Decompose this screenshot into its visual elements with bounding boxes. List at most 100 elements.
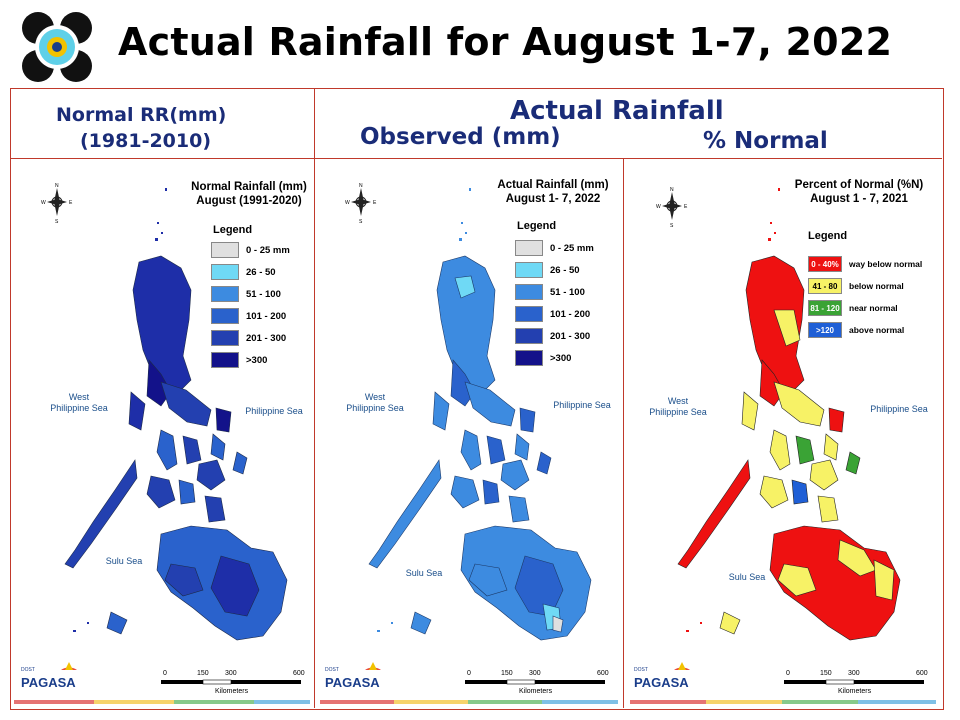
- compass-w: W: [345, 200, 350, 206]
- legend-item: 0 - 25 mm: [211, 242, 290, 258]
- legend-swatch: [211, 330, 239, 346]
- compass-w: W: [656, 204, 661, 210]
- compass-rose-icon: N S W E: [41, 183, 73, 224]
- header-percent-normal: % Normal: [703, 128, 828, 154]
- panel-percent-normal: Percent of Normal (%N) August 1 - 7, 202…: [624, 160, 941, 708]
- pagasa-wordmark: DOST PAGASA: [325, 662, 381, 690]
- scale-tick: 600: [597, 670, 609, 677]
- scale-tick: 300: [529, 670, 541, 677]
- compass-s: S: [670, 223, 674, 228]
- header-observed: Observed (mm): [360, 124, 561, 150]
- legend-item: 0 - 40% way below normal: [808, 256, 922, 272]
- header-actual-rainfall: Actual Rainfall: [510, 96, 724, 126]
- panel-title-line2: August 1- 7, 2022: [505, 193, 601, 205]
- content-frame: [10, 88, 944, 710]
- panel-title-line1: Percent of Normal (%N): [794, 179, 924, 191]
- footer-strip: [254, 700, 310, 704]
- sea-label-sulu: Sulu Sea: [405, 568, 443, 578]
- panel-title-line2: August (1991-2020): [196, 195, 302, 207]
- legend-item: 81 - 120 near normal: [808, 300, 898, 316]
- compass-s: S: [359, 219, 363, 224]
- footer-strip: [320, 700, 394, 704]
- legend-item: 201 - 300: [515, 328, 590, 344]
- scale-tick: 150: [501, 670, 513, 677]
- compass-s: S: [55, 219, 59, 224]
- scale-tick: 150: [820, 670, 832, 677]
- legend-swatch: >120: [808, 322, 842, 338]
- scale-tick: 0: [786, 670, 790, 677]
- column-divider-2: [623, 158, 624, 708]
- legend-title: Legend: [213, 224, 253, 236]
- scale-unit: Kilometers: [215, 688, 249, 695]
- legend-swatch: [211, 286, 239, 302]
- scale-bar: [161, 679, 301, 685]
- sea-label-philippine: Philippine Sea: [870, 404, 928, 414]
- footer-strip: [630, 700, 706, 704]
- sea-label-west: West Philippine Sea: [346, 392, 404, 413]
- legend-item: >120 above normal: [808, 322, 904, 338]
- svg-text:PAGASA: PAGASA: [325, 675, 380, 690]
- compass-w: W: [41, 200, 46, 206]
- footer-strip: [394, 700, 468, 704]
- legend-item: 51 - 100: [515, 284, 585, 300]
- compass-e: E: [69, 200, 73, 206]
- pagasa-wordmark: DOST PAGASA: [634, 662, 690, 690]
- legend-item: 201 - 300: [211, 330, 286, 346]
- sea-label-philippine: Philippine Sea: [553, 400, 611, 410]
- compass-rose-icon: N S W E: [345, 183, 377, 224]
- svg-text:PAGASA: PAGASA: [21, 675, 76, 690]
- scale-tick: 600: [916, 670, 928, 677]
- sea-label-west: West Philippine Sea: [649, 396, 707, 417]
- footer-strip: [468, 700, 542, 704]
- header-divider: [10, 158, 942, 159]
- scale-tick: 0: [467, 670, 471, 677]
- legend-swatch: 41 - 80: [808, 278, 842, 294]
- legend-swatch: [515, 262, 543, 278]
- philippines-map-percent: [677, 188, 901, 641]
- svg-text:DOST: DOST: [21, 667, 35, 673]
- legend-swatch: 81 - 120: [808, 300, 842, 316]
- legend-swatch: [211, 352, 239, 368]
- panel-title-line1: Normal Rainfall (mm): [191, 181, 307, 193]
- header-normal-period: (1981-2010): [80, 130, 212, 152]
- footer-strip: [542, 700, 618, 704]
- footer-strip: [782, 700, 858, 704]
- legend-item: 26 - 50: [515, 262, 580, 278]
- legend-item: 41 - 80 below normal: [808, 278, 904, 294]
- legend-swatch: [515, 306, 543, 322]
- legend-item: >300: [211, 352, 267, 368]
- legend-swatch: [515, 240, 543, 256]
- scale-bar: [465, 679, 605, 685]
- scale-tick: 300: [225, 670, 237, 677]
- compass-n: N: [670, 187, 674, 193]
- legend-item: >300: [515, 350, 571, 366]
- svg-text:DOST: DOST: [634, 667, 648, 673]
- legend-item: 51 - 100: [211, 286, 281, 302]
- legend-swatch: 0 - 40%: [808, 256, 842, 272]
- panel-title-line1: Actual Rainfall (mm): [497, 179, 609, 191]
- scale-unit: Kilometers: [519, 688, 553, 695]
- panel-actual-rainfall: Actual Rainfall (mm) August 1- 7, 2022 N…: [315, 160, 623, 708]
- compass-n: N: [359, 183, 363, 189]
- compass-e: E: [373, 200, 377, 206]
- footer-strip: [858, 700, 936, 704]
- panel-title-line2: August 1 - 7, 2021: [810, 193, 908, 205]
- sea-label-west: West Philippine Sea: [50, 392, 108, 413]
- legend-swatch: [515, 350, 543, 366]
- legend-item: 101 - 200: [515, 306, 590, 322]
- philippines-map-actual: [368, 188, 592, 641]
- footer-strip: [14, 700, 94, 704]
- footer-strip: [94, 700, 174, 704]
- svg-text:PAGASA: PAGASA: [634, 675, 689, 690]
- page-title: Actual Rainfall for August 1-7, 2022: [118, 20, 893, 64]
- column-divider-1: [314, 88, 315, 708]
- scale-tick: 600: [293, 670, 305, 677]
- legend-title: Legend: [517, 220, 557, 232]
- scale-tick: 0: [163, 670, 167, 677]
- legend-swatch: [211, 242, 239, 258]
- compass-rose-icon: N S W E: [656, 187, 688, 228]
- scale-unit: Kilometers: [838, 688, 872, 695]
- legend-item: 0 - 25 mm: [515, 240, 594, 256]
- legend-title: Legend: [808, 230, 848, 242]
- sea-label-sulu: Sulu Sea: [105, 556, 143, 566]
